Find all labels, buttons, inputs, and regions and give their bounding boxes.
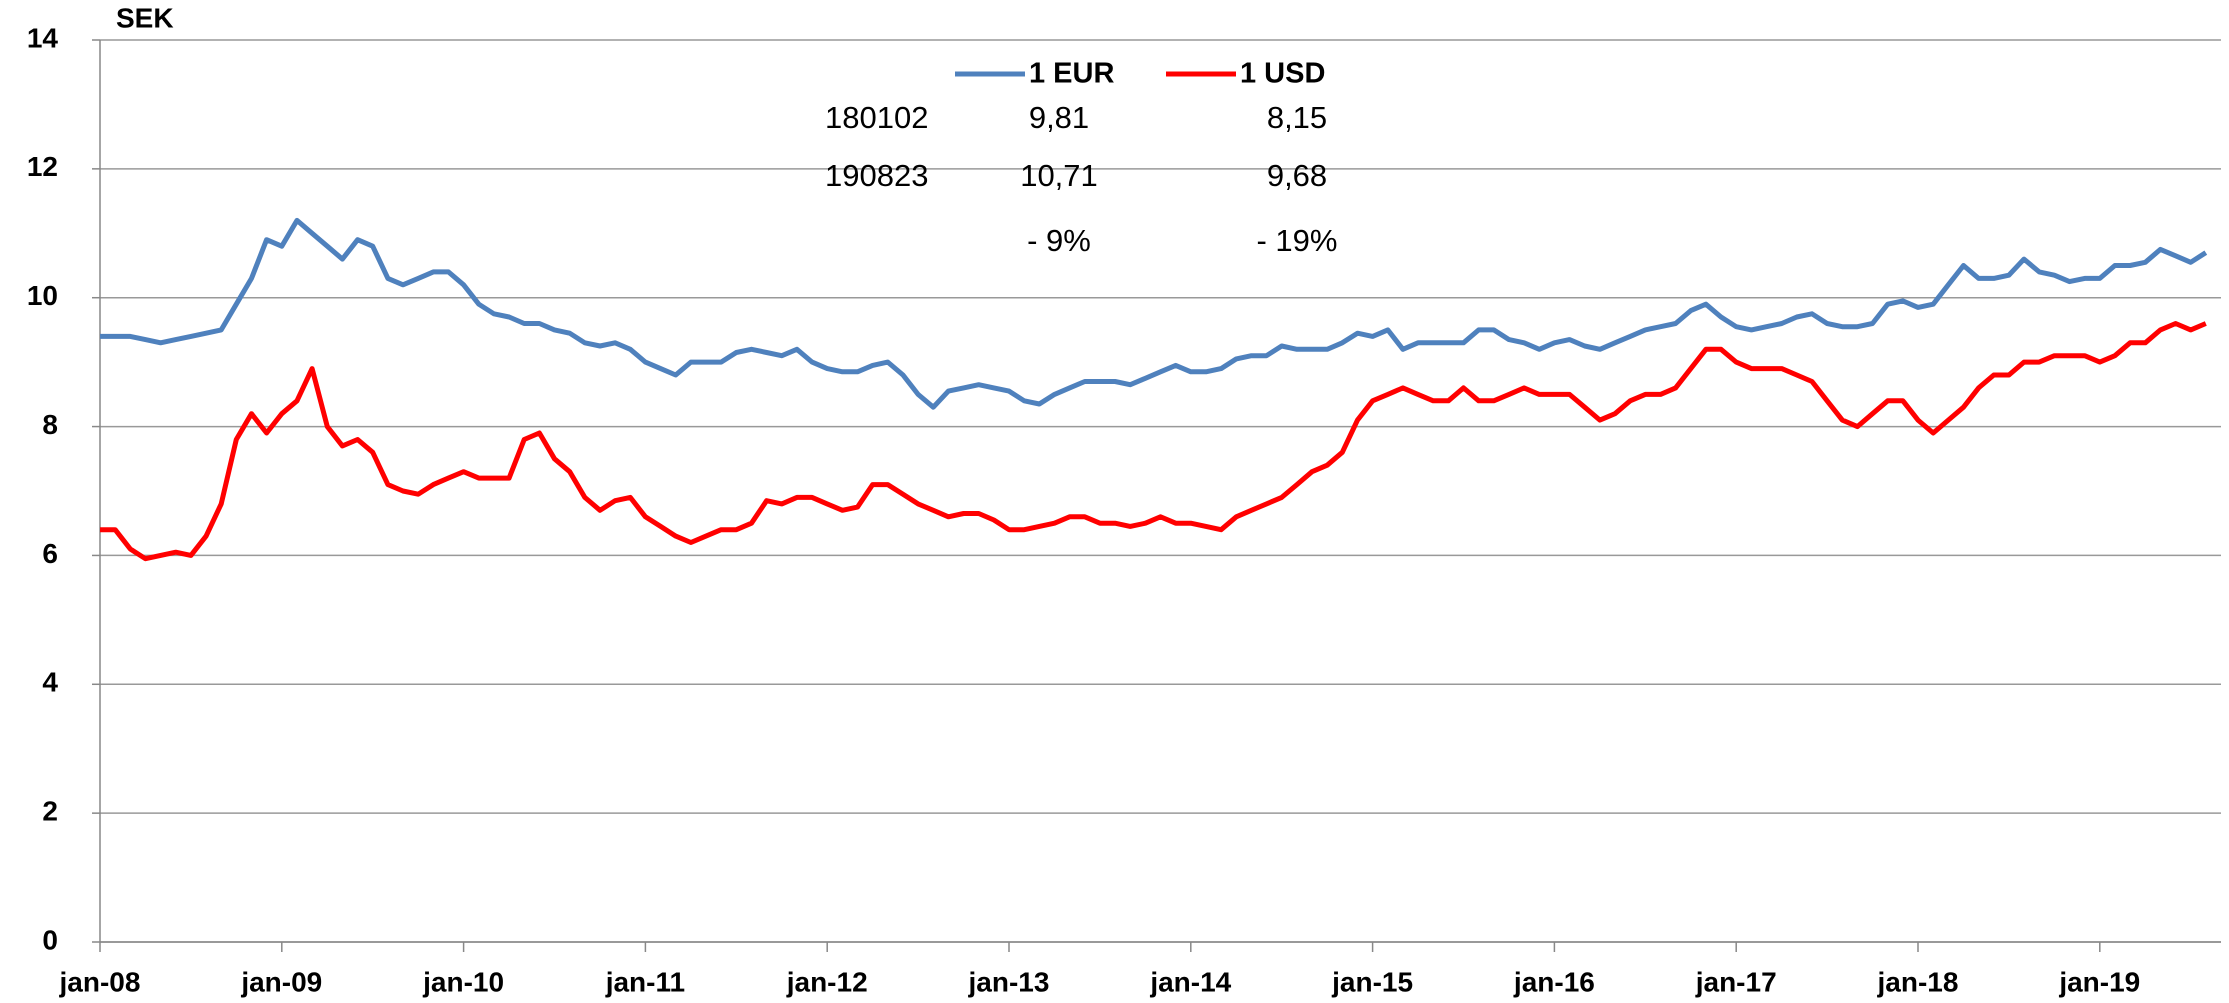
y-tick-label: 2 xyxy=(42,796,58,827)
x-tick-label: jan-18 xyxy=(1877,966,1959,997)
x-tick-label: jan-16 xyxy=(1513,966,1595,997)
annotation: 9,81 xyxy=(1029,100,1089,135)
x-tick-label: jan-15 xyxy=(1331,966,1413,997)
legend-label: 1 USD xyxy=(1240,58,1325,90)
line-series xyxy=(100,217,2208,410)
annotation: - 9% xyxy=(1027,223,1091,258)
y-tick-label: 4 xyxy=(42,667,58,698)
annotation: 8,15 xyxy=(1267,100,1327,135)
y-tick-label: 8 xyxy=(42,409,58,440)
legend-label: 1 EUR xyxy=(1029,58,1114,90)
annotation: 9,68 xyxy=(1267,158,1327,193)
y-tick-label: 6 xyxy=(42,538,58,569)
y-tick-label: 12 xyxy=(27,151,58,182)
x-tick-label: jan-08 xyxy=(59,966,141,997)
annotation: 180102 xyxy=(825,100,928,135)
x-tick-label: jan-17 xyxy=(1695,966,1777,997)
annotation: 190823 xyxy=(825,158,928,193)
annotation: - 19% xyxy=(1257,223,1338,258)
x-tick-label: jan-09 xyxy=(240,966,322,997)
x-tick-label: jan-13 xyxy=(968,966,1050,997)
x-tick-label: jan-10 xyxy=(422,966,504,997)
annotation: 10,71 xyxy=(1020,158,1098,193)
y-tick-label: 10 xyxy=(27,280,58,311)
x-tick-label: jan-11 xyxy=(605,966,685,997)
y-tick-label: 14 xyxy=(27,22,59,53)
y-tick-label: 0 xyxy=(42,924,58,955)
x-tick-label: jan-12 xyxy=(786,966,868,997)
x-tick-label: jan-14 xyxy=(1149,966,1231,997)
line-series xyxy=(100,321,2207,562)
y-axis-label: SEK xyxy=(116,2,174,33)
x-tick-label: jan-19 xyxy=(2058,966,2140,997)
